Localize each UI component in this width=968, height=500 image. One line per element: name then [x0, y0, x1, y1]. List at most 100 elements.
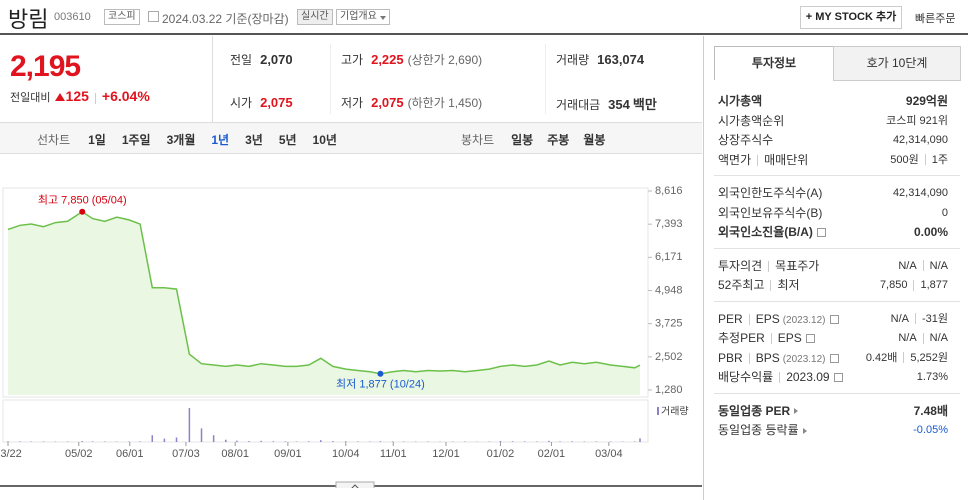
info-icon[interactable]	[829, 314, 839, 324]
x-tick-label: 02/01	[538, 448, 566, 460]
separator	[770, 280, 772, 292]
header-rule	[0, 33, 968, 35]
candle-tab[interactable]: 일봉	[511, 133, 534, 147]
section-divider	[714, 175, 960, 176]
value-part: 500원	[890, 153, 919, 166]
side-tab[interactable]: 호가 10단계	[833, 46, 961, 81]
separator	[903, 352, 905, 364]
row-value: 1.73%	[917, 368, 948, 387]
period-tab[interactable]: 5년	[278, 133, 297, 147]
row-label: PER EPS (2023.12)	[718, 310, 839, 330]
stock-name: 방림	[8, 7, 49, 32]
link-arrow[interactable]	[794, 408, 799, 415]
volume-legend-swatch	[657, 407, 659, 415]
up-arrow	[54, 93, 65, 101]
row-value: -0.05%	[913, 421, 948, 440]
volume-bar	[571, 441, 573, 442]
info-row: 배당수익률 2023.09 1.73%	[718, 368, 948, 387]
candle-tab[interactable]: 주봉	[547, 133, 570, 147]
volume-bar	[236, 440, 238, 442]
overview-dropdown[interactable]: 기업개요	[336, 9, 390, 25]
info-row: 액면가 매매단위 500원 1주	[718, 151, 948, 170]
period-tab[interactable]: 10년	[312, 133, 337, 147]
basis: 기준(장마감)	[225, 12, 289, 26]
volume-bar	[499, 441, 502, 442]
quick-order[interactable]: 빠른주문	[915, 13, 956, 25]
volume-bar	[357, 441, 359, 442]
info-row: 동일업종 PER 7.48배	[718, 402, 948, 421]
label-part: 시가총액	[718, 94, 763, 108]
value-part: -0.05%	[913, 424, 948, 436]
volume-bar	[151, 435, 154, 442]
x-tick-label: 12/01	[432, 448, 460, 460]
info-icon[interactable]	[805, 334, 815, 344]
info-icon[interactable]	[816, 228, 826, 238]
row-value: N/A N/A	[898, 257, 948, 276]
row-value: 코스피 921위	[886, 112, 948, 131]
label-part: EPS	[777, 331, 802, 345]
value-part: N/A	[929, 259, 948, 272]
side-tab-active[interactable]: 투자정보	[714, 46, 834, 80]
row-label: 외국인보유주식수(B)	[718, 204, 822, 223]
volume-bar	[188, 408, 191, 442]
realtime-badge[interactable]: 실시간	[297, 9, 333, 25]
chart: 8,616 7,393 6,171 4,948 3,725 2,502 1,280 03/22…	[0, 185, 702, 488]
value-part: N/A	[929, 332, 948, 344]
area-fill	[8, 211, 640, 395]
row-label: 시가총액	[718, 92, 762, 111]
overview-label: 기업개요	[340, 11, 377, 22]
period-tab[interactable]: 1주일	[121, 133, 151, 147]
row-label: PBR BPS (2023.12)	[718, 349, 839, 369]
label-part: PER	[718, 311, 743, 326]
period-tab[interactable]: 3년	[245, 133, 263, 147]
label-part: 최저	[777, 278, 800, 292]
value-part: 5,252원	[910, 351, 948, 364]
row-value: 7.48배	[914, 402, 948, 421]
separator	[770, 333, 772, 345]
row-label: 외국인한도주식수(A)	[718, 184, 822, 203]
summary-value: 2,075	[371, 95, 404, 110]
y-tick-label: 4,948	[655, 284, 683, 296]
info-row: 추정PER EPS N/A N/A	[718, 329, 948, 348]
volume-bar	[139, 441, 141, 442]
mystock-button[interactable]: + MY STOCK 추가	[800, 6, 902, 29]
extreme-label: 최저 1,877 (10/24)	[336, 378, 425, 391]
label-part: 외국인보유주식수(B)	[718, 205, 823, 220]
info-row: 외국인보유주식수(B) 0	[718, 204, 948, 223]
current-price: 2,195	[10, 50, 81, 83]
candle-tab[interactable]: 월봉	[583, 133, 606, 147]
volume-bar	[7, 441, 9, 442]
volume-bar	[332, 441, 334, 442]
summary-label: 저가	[341, 96, 364, 110]
row-label: 시가총액순위	[718, 112, 784, 131]
divider	[545, 44, 546, 114]
row-label: 상장주식수	[718, 131, 773, 150]
value-part: N/A	[898, 332, 917, 344]
period-tab[interactable]: 3개월	[166, 133, 196, 147]
link-arrow[interactable]	[802, 427, 807, 434]
info-icon[interactable]	[833, 373, 843, 383]
change-pct: +6.04%	[101, 88, 150, 104]
x-tick-label: 03/22	[0, 448, 22, 460]
x-tick-label: 11/01	[380, 448, 407, 460]
value-part: 929억원	[905, 94, 948, 108]
side-panel	[703, 36, 968, 500]
summary-label: 거래량	[556, 53, 590, 67]
label-sub: (2023.12)	[782, 314, 826, 326]
summary-cell: 고가 2,225 (상한가 2,690)	[341, 51, 482, 68]
value-part: 7.48배	[913, 403, 948, 418]
label-part: PBR	[718, 350, 743, 365]
change-line: 전일대비 125 +6.04%	[10, 88, 150, 105]
row-value: 42,314,090	[893, 131, 948, 150]
row-value: N/A N/A	[898, 329, 948, 348]
chart-tabs	[0, 122, 702, 154]
info-icon[interactable]	[829, 353, 839, 363]
period-tab[interactable]: 1년	[211, 133, 230, 147]
separator	[913, 279, 915, 291]
label-part: 배당수익률	[718, 370, 774, 384]
summary-cell: 전일 2,070	[230, 51, 293, 68]
row-value: 7,850 1,877	[880, 276, 948, 295]
summary-cell: 시가 2,075	[230, 94, 293, 111]
period-tab[interactable]: 1일	[88, 133, 106, 147]
row-label: 동일업종 등락률	[718, 421, 807, 440]
